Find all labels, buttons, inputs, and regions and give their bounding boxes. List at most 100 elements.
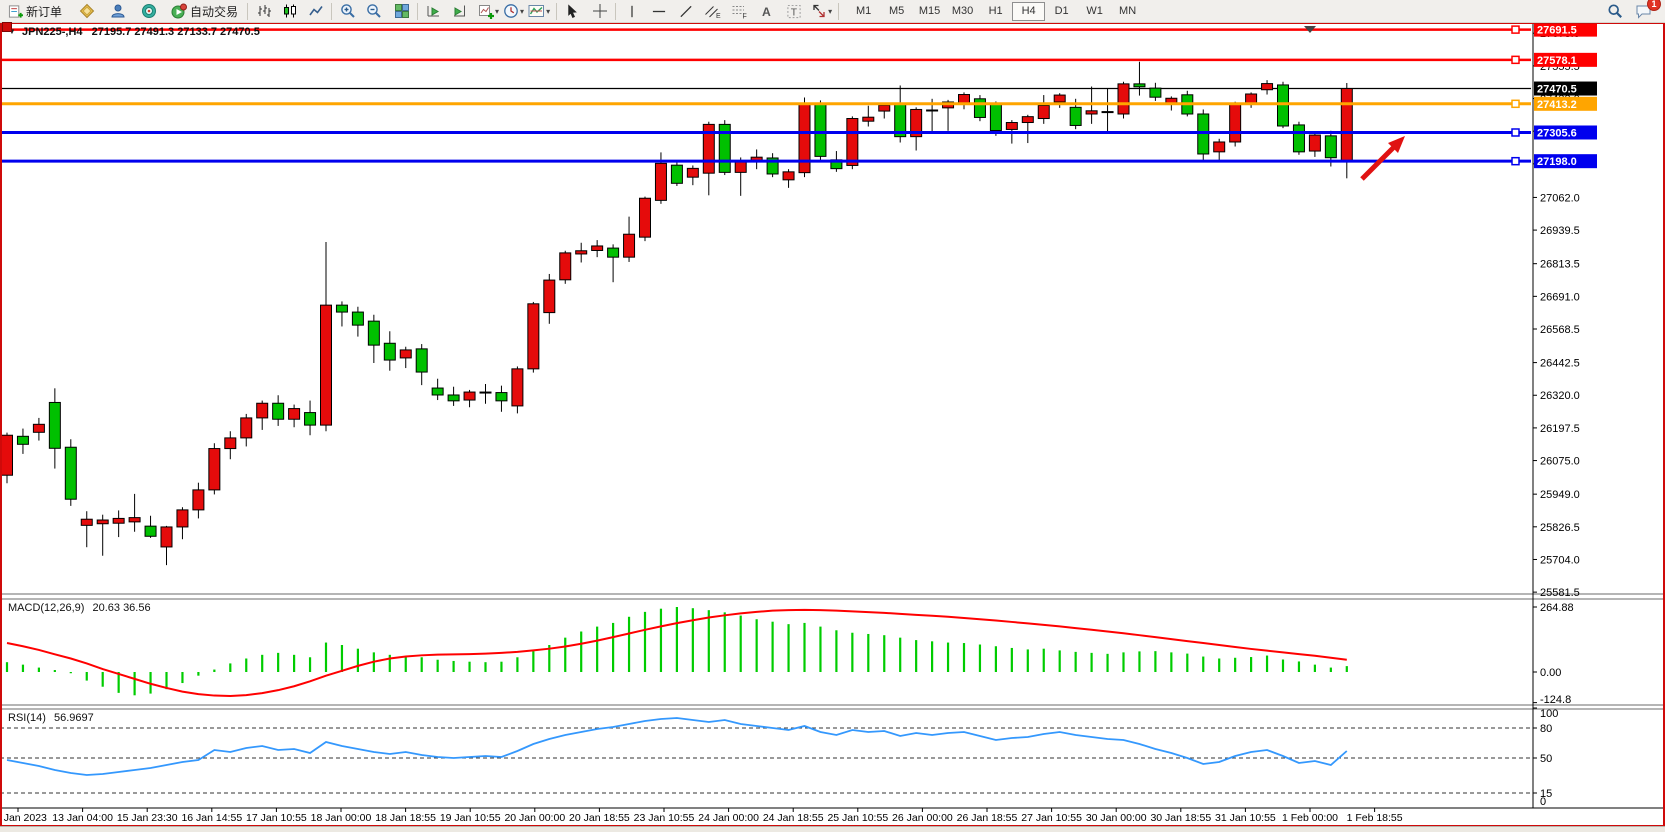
zoom-in-button[interactable] [336, 1, 359, 21]
svg-text:24 Jan 18:55: 24 Jan 18:55 [763, 812, 824, 824]
annotation-arrow [1360, 136, 1405, 181]
auto-scroll-button[interactable] [422, 1, 445, 21]
toolbar-separator [331, 2, 333, 20]
svg-text:25 Jan 10:55: 25 Jan 10:55 [827, 812, 888, 824]
notifications-button[interactable]: 1 [1632, 0, 1661, 21]
svg-text:1 Feb 00:00: 1 Feb 00:00 [1282, 812, 1338, 824]
equidistant-channel-icon: E [705, 6, 721, 19]
expert-advisor-icon [79, 3, 94, 19]
svg-text:26568.5: 26568.5 [1540, 324, 1580, 336]
trendline-button[interactable] [674, 1, 697, 21]
timeframe-button-MN[interactable]: MN [1119, 5, 1137, 17]
panel-borders [0, 24, 1665, 809]
svg-text:264.88: 264.88 [1540, 602, 1574, 614]
chevron-down-icon: ▾ [495, 6, 500, 16]
chart-shift-button[interactable] [448, 1, 471, 21]
timeframe-button-M5[interactable]: M5 [888, 5, 905, 17]
candlestick-chart-icon [283, 4, 296, 18]
svg-text:16 Jan 14:55: 16 Jan 14:55 [181, 812, 242, 824]
periods-button[interactable]: ▾ [501, 1, 526, 21]
svg-text:15 Jan 23:30: 15 Jan 23:30 [117, 812, 178, 824]
timeframe-button-H1[interactable]: H1 [988, 5, 1003, 17]
macd-name: MACD(12,26,9) [8, 602, 85, 614]
timeframe-button-D1[interactable]: D1 [1054, 5, 1069, 17]
main-toolbar: 新订单 自动交易 ▾ ▾ [0, 0, 1665, 23]
auto-trading-button[interactable]: 自动交易 [166, 1, 243, 21]
profile-button[interactable] [106, 1, 129, 21]
notification-badge: 1 [1647, 0, 1661, 11]
price-tag-27305.6 [1534, 125, 1597, 140]
text-button[interactable]: A [755, 1, 778, 21]
chart-shift-marker [1304, 26, 1316, 33]
chart-shift-icon [453, 5, 465, 17]
fibo-f-glyph: F [743, 14, 747, 20]
rsi-value: 56.9697 [53, 712, 94, 724]
svg-text:26197.5: 26197.5 [1540, 423, 1580, 435]
svg-text:18 Jan 00:00: 18 Jan 00:00 [311, 812, 372, 824]
chevron-down-icon: ▾ [546, 6, 551, 16]
timeframe-button-M15[interactable]: M15 [918, 5, 941, 17]
timeframe-button-M30[interactable]: M30 [951, 5, 974, 17]
svg-text:25581.5: 25581.5 [1540, 587, 1580, 599]
vertical-line-button[interactable] [620, 1, 643, 21]
signals-icon [141, 4, 156, 18]
templates-button[interactable]: ▾ [526, 1, 552, 21]
candlestick-chart-button[interactable] [278, 1, 301, 21]
text-a-glyph: A [762, 5, 771, 19]
zoom-out-icon [366, 4, 381, 18]
horizontal-line-button[interactable] [647, 1, 670, 21]
svg-text:27470.5: 27470.5 [1537, 84, 1577, 96]
rsi-name: RSI(14) [8, 712, 46, 724]
svg-text:27305.6: 27305.6 [1537, 127, 1577, 139]
text-label-button[interactable]: T [782, 1, 805, 21]
line-chart-button[interactable] [304, 1, 327, 21]
svg-text:30 Jan 00:00: 30 Jan 00:00 [1086, 812, 1147, 824]
tile-windows-button[interactable] [390, 1, 413, 21]
vertical-line-icon [630, 5, 633, 17]
new-order-icon [8, 4, 23, 18]
toolbar-separator [417, 2, 419, 20]
expert-advisor-button[interactable] [75, 1, 98, 21]
clock-icon [504, 4, 518, 18]
tile-windows-icon [394, 4, 409, 18]
price-tag-27413.2 [1534, 96, 1597, 111]
toolbar-separator [615, 2, 617, 20]
zoom-in-icon [340, 4, 355, 18]
svg-text:0.00: 0.00 [1540, 667, 1561, 679]
bar-chart-button[interactable] [252, 1, 275, 21]
svg-text:24 Jan 00:00: 24 Jan 00:00 [698, 812, 759, 824]
horizontal-line-objects [0, 25, 1531, 166]
cursor-icon [568, 3, 577, 18]
svg-text:-124.8: -124.8 [1540, 694, 1571, 706]
timeframe-button-W1[interactable]: W1 [1086, 5, 1103, 17]
new-order-button[interactable]: 新订单 [3, 1, 67, 21]
arrows-button[interactable]: ▾ [809, 1, 834, 21]
candlestick-series [1, 61, 1353, 566]
svg-text:100: 100 [1540, 708, 1558, 720]
chevron-down-icon: ▾ [520, 6, 525, 16]
zoom-out-button[interactable] [362, 1, 385, 21]
bar-chart-icon [257, 5, 271, 17]
svg-text:17 Jan 10:55: 17 Jan 10:55 [246, 812, 307, 824]
status-bar [0, 826, 1665, 832]
fibonacci-button[interactable]: F [728, 1, 751, 21]
equidistant-channel-button[interactable]: E [701, 1, 724, 21]
svg-text:30 Jan 18:55: 30 Jan 18:55 [1150, 812, 1211, 824]
svg-text:25949.0: 25949.0 [1540, 489, 1580, 501]
macd-signal-line [6, 608, 1347, 698]
timeframe-button-H4[interactable]: H4 [1012, 1, 1046, 21]
svg-text:26320.0: 26320.0 [1540, 390, 1580, 402]
svg-text:19 Jan 10:55: 19 Jan 10:55 [440, 812, 501, 824]
profile-icon [111, 4, 125, 18]
svg-text:26 Jan 18:55: 26 Jan 18:55 [957, 812, 1018, 824]
text-t-glyph: T [790, 7, 797, 18]
search-button[interactable] [1603, 1, 1626, 21]
price-tag-27198.0 [1534, 154, 1597, 169]
cursor-button[interactable] [561, 1, 584, 21]
timeframe-button-M1[interactable]: M1 [855, 5, 872, 17]
signals-button[interactable] [137, 1, 160, 21]
new-chart-button[interactable]: ▾ [476, 1, 501, 21]
crosshair-button[interactable] [588, 1, 611, 21]
